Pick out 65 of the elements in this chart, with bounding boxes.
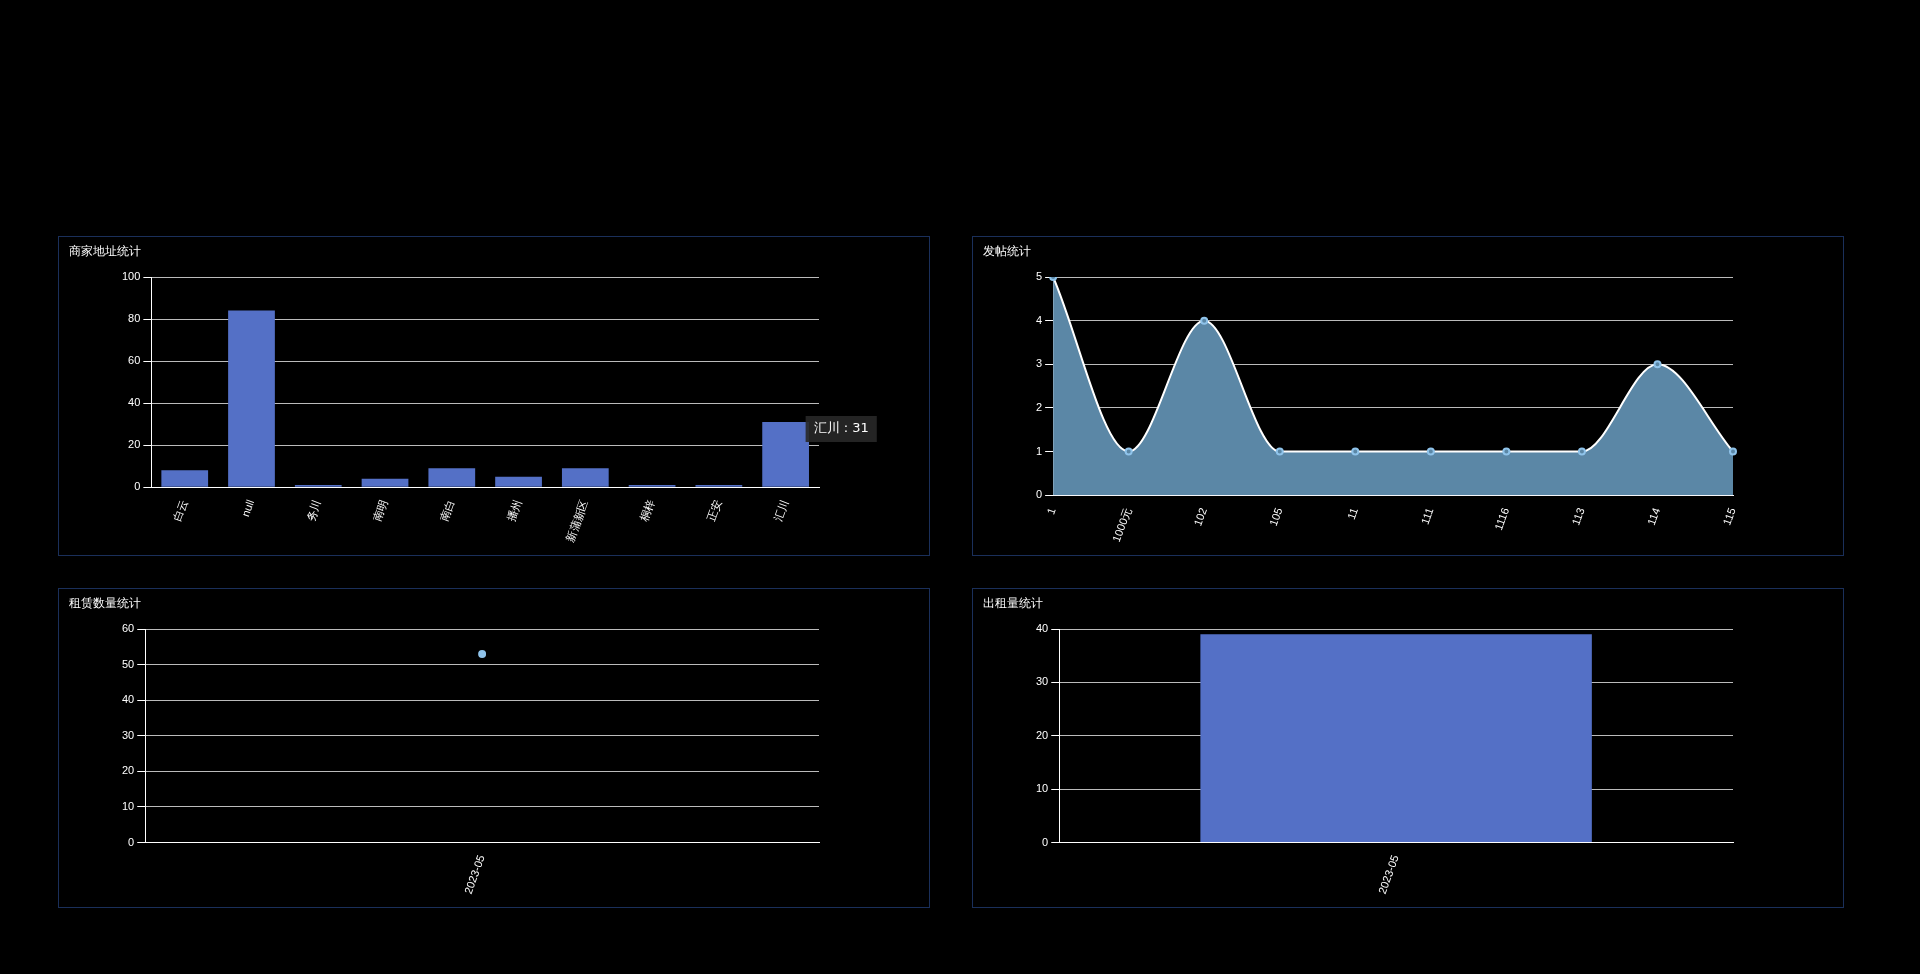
y-tick-label: 1 xyxy=(1035,444,1043,457)
x-tick-label: 105 xyxy=(1266,506,1285,528)
point xyxy=(1502,447,1511,456)
x-tick-label: 播州 xyxy=(504,498,524,523)
annotation: 汇川 : 31 xyxy=(813,420,869,436)
y-tick-label: 2 xyxy=(1035,400,1043,413)
x-tick-label: 务川 xyxy=(304,498,323,523)
y-tick-label: 100 xyxy=(121,270,141,283)
bar xyxy=(228,310,275,487)
x-tick-label: 11 xyxy=(1344,506,1361,521)
y-tick-label: 40 xyxy=(128,396,141,409)
y-tick-label: 50 xyxy=(121,657,135,670)
x-tick-label: 113 xyxy=(1569,506,1587,527)
y-tick-label: 30 xyxy=(1035,675,1049,688)
y-tick-label: 20 xyxy=(121,764,135,777)
y-tick-label: 20 xyxy=(128,438,141,451)
bar xyxy=(361,478,409,487)
point xyxy=(1351,447,1360,456)
x-tick-label: 111 xyxy=(1418,506,1436,526)
y-tick-label: 0 xyxy=(128,835,135,848)
y-tick-label: 0 xyxy=(1042,835,1049,848)
y-tick-label: 5 xyxy=(1035,270,1043,283)
x-tick-label: null xyxy=(239,498,257,519)
y-tick-label: 80 xyxy=(128,312,141,325)
x-tick-label: 南明 xyxy=(370,498,390,523)
x-tick-label: 汇川 xyxy=(771,498,791,523)
x-tick-label: 新蒲新区 xyxy=(563,498,591,544)
y-tick-label: 40 xyxy=(1035,622,1049,635)
y-tick-label: 60 xyxy=(128,354,141,367)
x-tick-label: 1000元 xyxy=(1109,506,1134,544)
y-tick-label: 3 xyxy=(1035,357,1043,370)
point xyxy=(1200,316,1209,325)
x-tick-label: 1116 xyxy=(1492,506,1512,532)
x-tick-label: 115 xyxy=(1720,506,1738,527)
bar xyxy=(561,468,609,487)
point xyxy=(1577,447,1586,456)
x-tick-label: 桐梓 xyxy=(637,498,657,524)
bar xyxy=(762,422,809,487)
point xyxy=(1729,447,1737,456)
x-tick-label: 1 xyxy=(1044,506,1058,516)
bar xyxy=(428,468,476,487)
chart-title: 出租量统计 xyxy=(983,595,1043,612)
x-tick-label: 102 xyxy=(1191,506,1209,528)
y-tick-label: 60 xyxy=(121,622,135,635)
y-tick-label: 0 xyxy=(1035,488,1043,501)
y-tick-label: 20 xyxy=(1035,728,1049,741)
y-tick-label: 0 xyxy=(134,480,141,493)
y-tick-label: 40 xyxy=(121,693,135,706)
chart-title: 租赁数量统计 xyxy=(69,595,141,612)
bar xyxy=(161,470,209,487)
point xyxy=(1426,447,1435,456)
y-tick-label: 4 xyxy=(1035,313,1043,326)
point xyxy=(1653,360,1662,369)
x-tick-label: 114 xyxy=(1644,506,1663,527)
chart-title: 发帖统计 xyxy=(983,243,1031,260)
x-tick-label: 南白 xyxy=(437,498,457,523)
point xyxy=(1124,447,1133,456)
y-tick-label: 10 xyxy=(1035,782,1049,795)
bar xyxy=(495,476,542,487)
x-tick-label: 白云 xyxy=(170,498,190,523)
point xyxy=(1275,447,1284,456)
x-tick-label: 正安 xyxy=(704,498,724,523)
y-tick-label: 30 xyxy=(121,728,135,741)
y-tick-label: 10 xyxy=(121,799,135,812)
chart-title: 商家地址统计 xyxy=(69,243,141,260)
